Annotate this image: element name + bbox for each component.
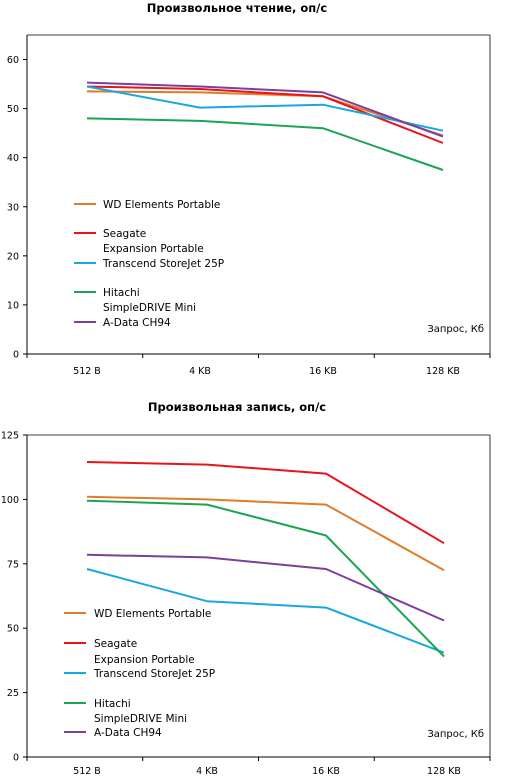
legend-label: WD Elements Portable [94,608,211,620]
chart-2: Произвольная запись, оп/с 0 25 50 75 100 125 51… [1,400,491,777]
chart-title: Произвольная запись, оп/с [148,400,326,414]
series-line-wd [86,495,445,572]
chart-title: Произвольное чтение, оп/с [147,1,328,15]
y-tick-label: 25 [7,688,19,699]
legend-label: Transcend StoreJet 25P [93,668,215,680]
chart-1: Произвольное чтение, оп/с 0 10 20 30 40 50 60 51… [7,1,491,377]
x-unit-label: Запрос, Кб [427,324,484,335]
legend-label: Hitachi [103,287,140,299]
legend-label: Expansion Portable [94,654,195,666]
y-tick-label: 60 [7,55,19,66]
y-tick-label: 10 [7,300,19,311]
x-tick-label: 4 KB [189,366,211,377]
legend-label: A-Data CH94 [103,317,171,329]
series-line-transcend [86,568,445,654]
legend-label: A-Data CH94 [94,727,162,739]
legend-label: Expansion Portable [103,243,204,255]
y-tick-label: 40 [7,153,19,164]
legend-label: Seagate [103,228,146,240]
legend-label: SimpleDRIVE Mini [103,302,196,314]
x-tick-label: 128 KB [427,766,461,777]
y-tick-label: 30 [7,202,19,213]
series-line-seagate [86,85,444,144]
series-line-adata [86,81,444,138]
series-line-seagate [86,461,445,545]
y-tick-label: 100 [1,495,19,506]
series-line-transcend [86,85,444,132]
legend-label: Seagate [94,638,137,650]
y-tick-label: 75 [7,559,19,570]
y-tick-label: 0 [13,753,19,764]
x-tick-label: 16 KB [312,766,340,777]
y-tick-label: 50 [7,624,19,635]
legend-label: WD Elements Portable [103,199,220,211]
legend-label: SimpleDRIVE Mini [94,713,187,725]
x-tick-label: 512 B [73,366,101,377]
x-tick-label: 4 KB [196,766,218,777]
legend-label: Transcend StoreJet 25P [102,258,224,270]
y-tick-label: 0 [13,350,19,361]
legend-label: Hitachi [94,698,131,710]
series-line-adata [86,553,445,622]
y-tick-label: 125 [1,431,19,442]
series-line-hitachi [86,117,444,171]
x-tick-label: 512 B [73,766,101,777]
series-line-wd [86,90,444,137]
y-tick-label: 20 [7,251,19,262]
y-tick-label: 50 [7,104,19,115]
x-tick-label: 16 KB [309,366,337,377]
x-tick-label: 128 KB [426,366,460,377]
x-unit-label: Запрос, Кб [427,729,484,740]
series-line-hitachi [86,499,445,658]
